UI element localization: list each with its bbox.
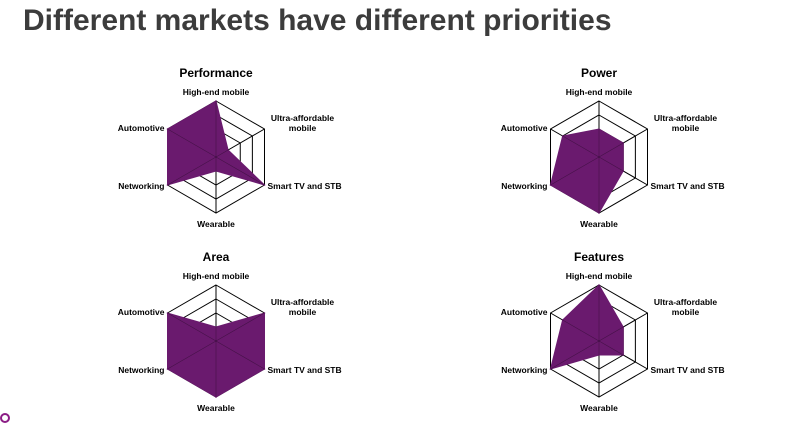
data-point-high-end-mobile: [598, 128, 600, 130]
axis-label-wearable: Wearable: [197, 403, 235, 413]
spoke-overlay-networking: [167, 340, 217, 370]
data-point-automotive: [166, 128, 169, 130]
axis-label-wearable: Wearable: [197, 219, 235, 229]
data-point-smart-tv-and-stb: [263, 184, 266, 186]
spoke-overlay-automotive: [167, 312, 217, 342]
axis-label-line: mobile: [672, 123, 700, 133]
spoke-overlay-smart-tv-and-stb: [598, 156, 648, 186]
spoke-overlay-smart-tv-and-stb: [215, 156, 265, 186]
data-point-automotive: [561, 135, 564, 137]
data-point-networking: [166, 368, 169, 370]
data-point-ultra-affordable-mobile: [622, 142, 625, 144]
data-point-ultra-affordable-mobile: [622, 326, 625, 328]
brand-mark: [0, 413, 10, 423]
axis-label-high-end-mobile: High-end mobile: [566, 271, 633, 281]
data-point-smart-tv-and-stb: [263, 368, 266, 370]
data-point-networking: [166, 184, 169, 186]
axis-label-ultra-affordable-mobile: Ultra-affordable mobile: [654, 113, 718, 133]
data-point-high-end-mobile: [598, 284, 600, 286]
axis-label-networking: Networking: [118, 181, 164, 191]
radar-chart-performance: Performance High-end mobile Ultra-affordab…: [118, 66, 342, 229]
data-point-wearable: [598, 212, 600, 214]
axis-label-networking: Networking: [118, 365, 164, 375]
spoke-overlay-ultra-affordable-mobile: [215, 128, 265, 158]
page-title: Different markets have different priorit…: [23, 4, 612, 37]
data-point-ultra-affordable-mobile: [263, 312, 266, 314]
spoke-overlay-automotive: [550, 128, 600, 158]
data-point-wearable: [215, 396, 217, 398]
spoke-overlay-automotive: [550, 312, 600, 342]
spoke-overlay-networking: [550, 340, 600, 370]
radar-chart-features: Features High-end mobile Ultra-affordable m…: [501, 250, 725, 413]
axis-label-networking: Networking: [501, 365, 547, 375]
data-point-networking: [549, 368, 552, 370]
spoke-overlay-automotive: [167, 128, 217, 158]
axis-label-smart-tv-and-stb: Smart TV and STB: [650, 365, 724, 375]
axis-label-automotive: Automotive: [501, 307, 548, 317]
axis-label-ultra-affordable-mobile: Ultra-affordable mobile: [271, 113, 335, 133]
axis-label-high-end-mobile: High-end mobile: [183, 271, 250, 281]
axis-label-networking: Networking: [501, 181, 547, 191]
chart-title: Performance: [179, 66, 253, 80]
axis-label-line: Ultra-affordable: [654, 297, 718, 307]
axis-label-smart-tv-and-stb: Smart TV and STB: [267, 181, 341, 191]
axis-label-high-end-mobile: High-end mobile: [566, 87, 633, 97]
spoke-overlay-networking: [550, 156, 600, 186]
axis-label-line: mobile: [289, 307, 317, 317]
axis-label-automotive: Automotive: [501, 123, 548, 133]
spoke-overlay-smart-tv-and-stb: [598, 340, 648, 370]
data-point-ultra-affordable-mobile: [227, 149, 229, 151]
spoke-overlay-ultra-affordable-mobile: [598, 128, 648, 158]
data-point-automotive: [166, 312, 169, 314]
data-point-networking: [549, 184, 552, 186]
axis-label-line: mobile: [672, 307, 700, 317]
axis-label-automotive: Automotive: [118, 307, 165, 317]
axis-label-smart-tv-and-stb: Smart TV and STB: [267, 365, 341, 375]
data-point-high-end-mobile: [215, 100, 217, 102]
spoke-overlay-ultra-affordable-mobile: [215, 312, 265, 342]
data-point-smart-tv-and-stb: [622, 354, 625, 356]
data-point-automotive: [561, 319, 564, 321]
radar-chart-power: Power High-end mobile Ultra-affordable mobi…: [501, 66, 725, 229]
axis-label-line: Ultra-affordable: [271, 297, 335, 307]
axis-label-ultra-affordable-mobile: Ultra-affordable mobile: [271, 297, 335, 317]
axis-label-wearable: Wearable: [580, 403, 618, 413]
axis-label-automotive: Automotive: [118, 123, 165, 133]
chart-title: Area: [203, 250, 230, 264]
data-point-high-end-mobile: [215, 326, 217, 328]
data-area-features: [549, 284, 624, 370]
axis-label-line: Ultra-affordable: [271, 113, 335, 123]
radar-chart-area: Area High-end mobile Ultra-affordable mobil…: [118, 250, 342, 413]
data-point-wearable: [215, 170, 217, 172]
spoke-overlay-ultra-affordable-mobile: [598, 312, 648, 342]
axis-label-smart-tv-and-stb: Smart TV and STB: [650, 181, 724, 191]
axis-label-ultra-affordable-mobile: Ultra-affordable mobile: [654, 297, 718, 317]
spoke-overlay-networking: [167, 156, 217, 186]
axis-label-high-end-mobile: High-end mobile: [183, 87, 250, 97]
axis-label-wearable: Wearable: [580, 219, 618, 229]
data-point-wearable: [598, 354, 600, 356]
data-point-smart-tv-and-stb: [622, 170, 625, 172]
axis-label-line: mobile: [289, 123, 317, 133]
spoke-overlay-smart-tv-and-stb: [215, 340, 265, 370]
axis-label-line: Ultra-affordable: [654, 113, 718, 123]
chart-title: Features: [574, 250, 624, 264]
data-area-power: [549, 128, 624, 214]
chart-title: Power: [581, 66, 617, 80]
